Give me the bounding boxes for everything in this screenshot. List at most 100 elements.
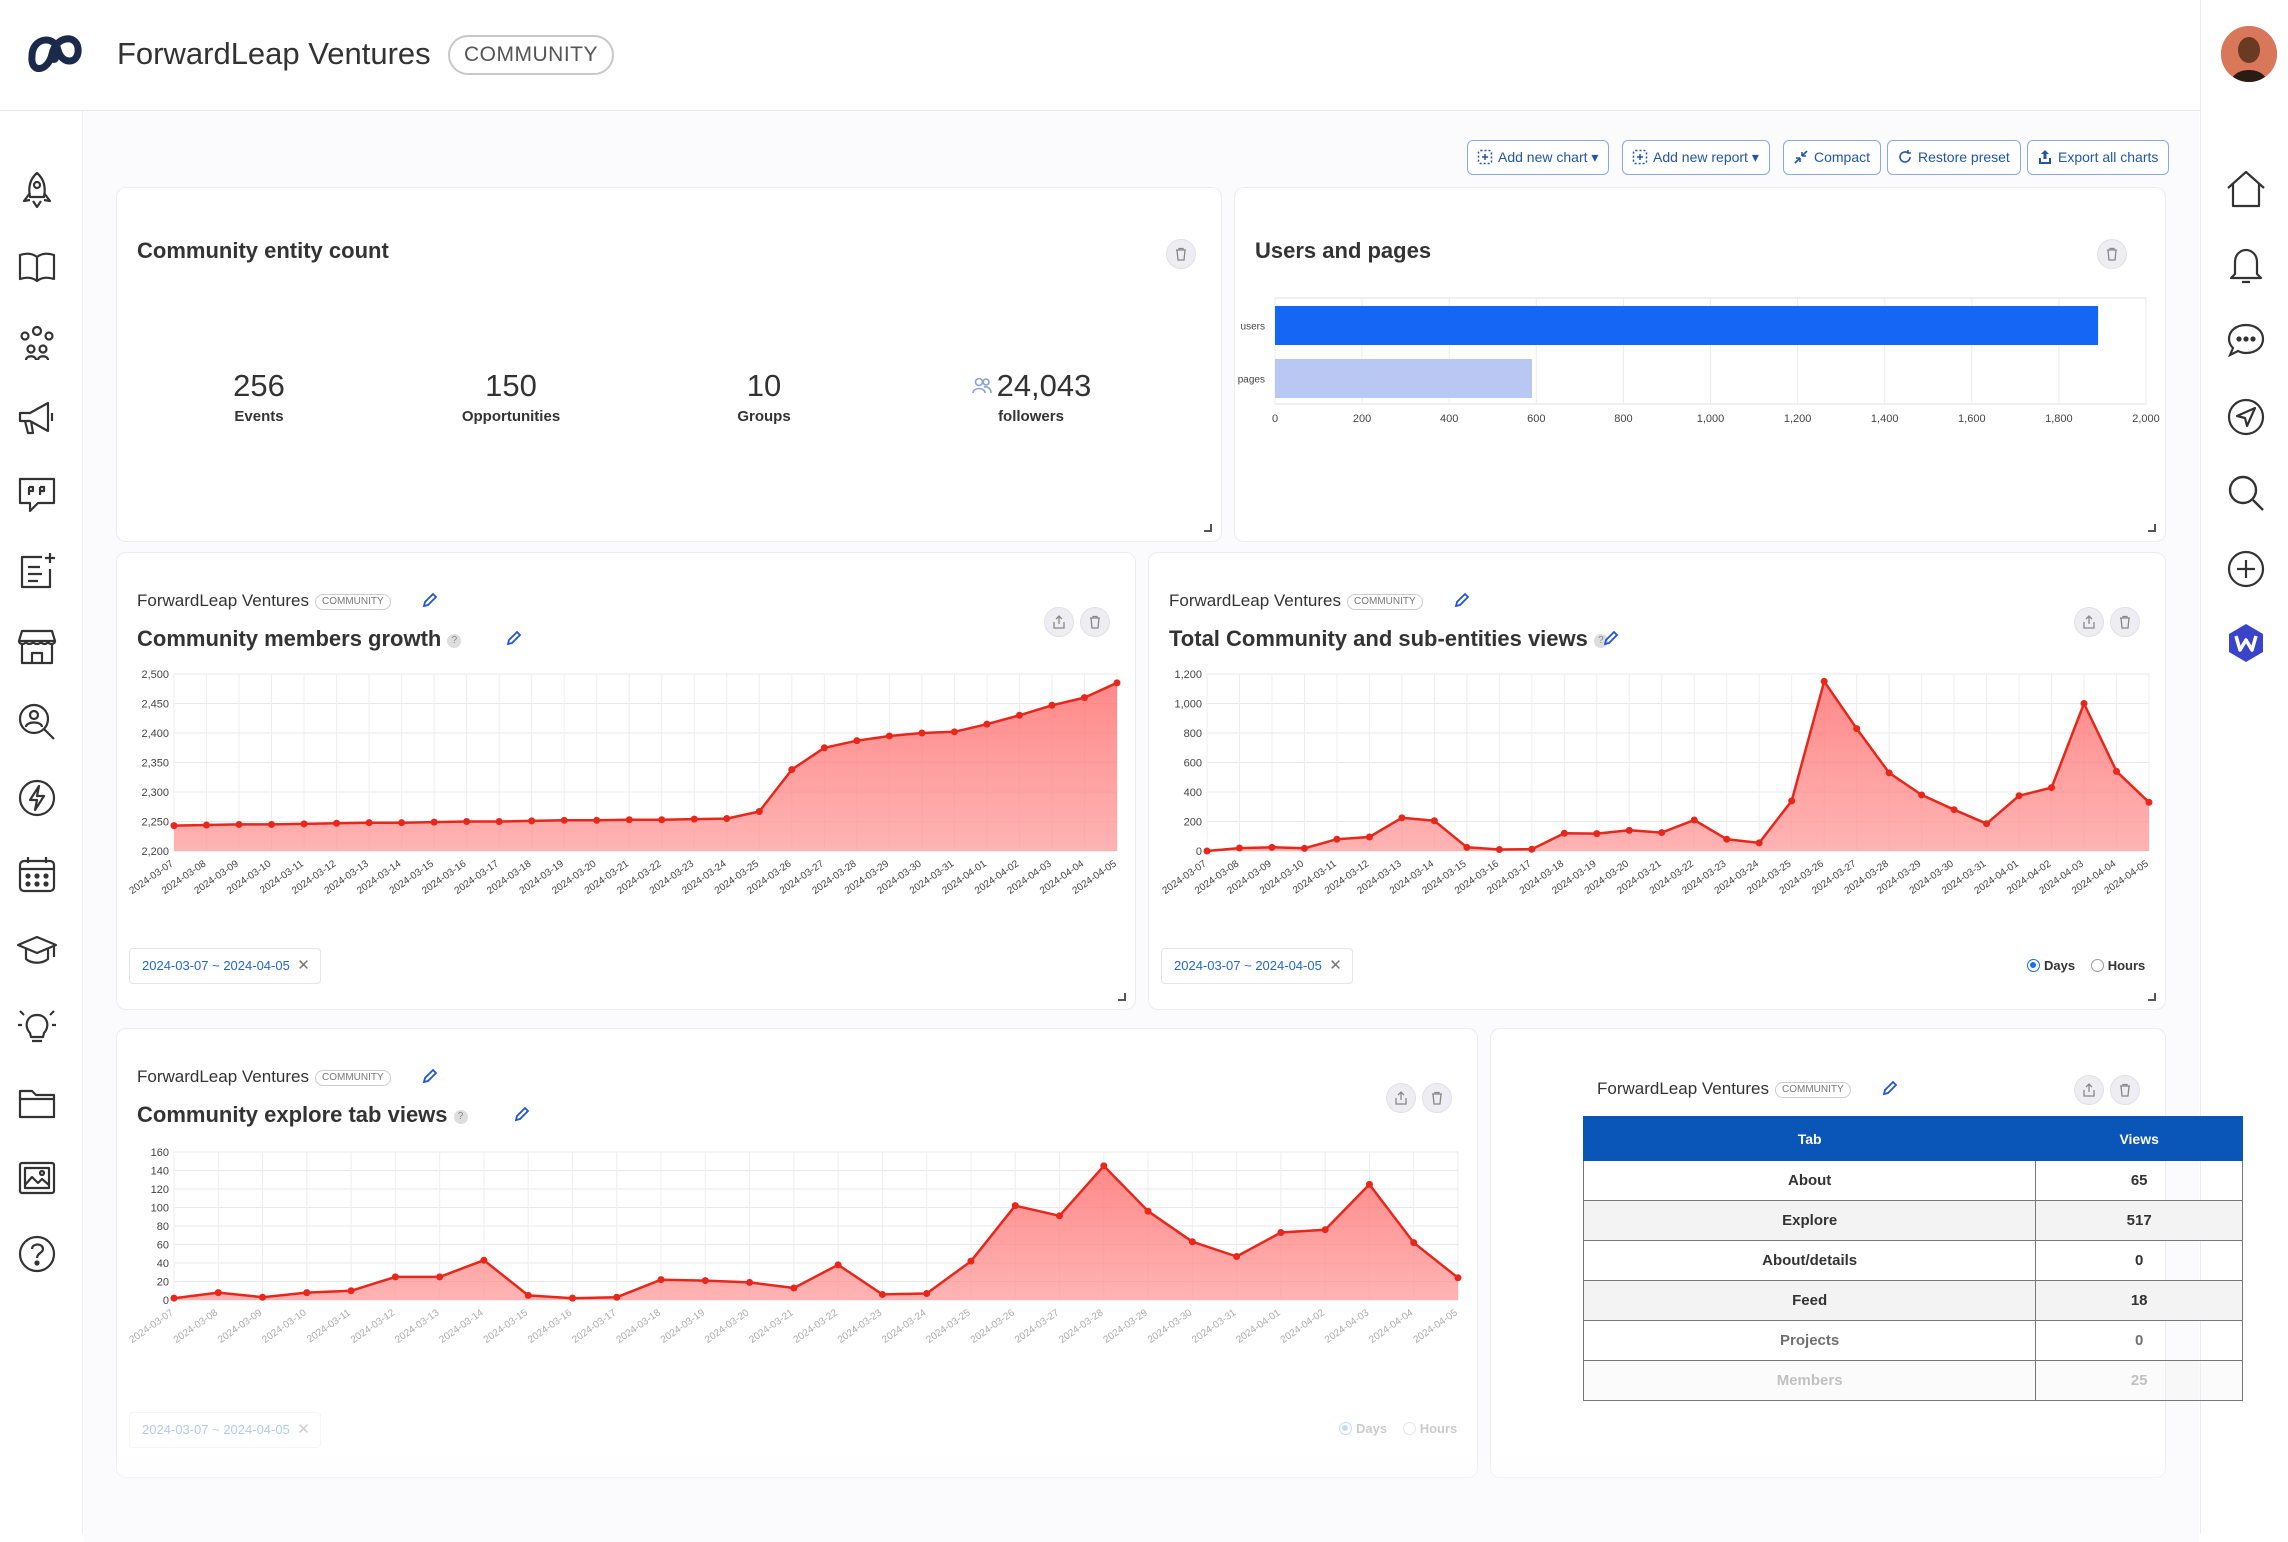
data-point[interactable] [568,1294,576,1302]
data-point[interactable] [365,819,373,827]
data-point[interactable] [1723,835,1731,843]
data-point[interactable] [1268,843,1276,851]
data-point[interactable] [690,815,698,823]
book-icon[interactable] [16,245,58,287]
org-name[interactable]: ForwardLeap Ventures [117,36,431,71]
radio-hours-indicator[interactable] [2090,959,2104,972]
data-point[interactable] [1593,830,1601,838]
data-point[interactable] [983,720,991,728]
user-avatar[interactable] [2221,26,2277,82]
data-point[interactable] [528,817,536,825]
data-point[interactable] [170,822,178,830]
clear-date-icon[interactable]: ✕ [1329,957,1342,974]
data-point[interactable] [524,1291,532,1299]
data-point[interactable] [755,807,763,815]
help-icon[interactable]: ? [447,634,462,648]
resize-handle[interactable] [2148,524,2156,532]
data-point[interactable] [1333,835,1341,843]
radio-days[interactable]: Days [1339,1421,1387,1436]
share-widget-button[interactable] [1044,607,1074,637]
data-point[interactable] [657,1276,665,1284]
data-point[interactable] [790,1284,798,1292]
data-point[interactable] [2145,798,2153,806]
people-icon[interactable] [16,321,58,363]
data-point[interactable] [1625,826,1633,834]
megaphone-icon[interactable] [16,397,58,439]
edit-org-pencil-icon[interactable] [421,591,439,609]
edit-org-pencil-icon[interactable] [1881,1079,1899,1097]
restore-preset-button[interactable]: Restore preset [1887,140,2021,175]
w-app-icon[interactable] [2225,622,2267,664]
data-point[interactable] [1300,844,1308,852]
data-point[interactable] [1495,846,1503,854]
data-point[interactable] [853,737,861,745]
data-point[interactable] [1113,679,1121,687]
send-icon[interactable] [2225,396,2267,438]
chat-icon[interactable] [2225,320,2267,362]
data-point[interactable] [1015,711,1023,719]
data-point[interactable] [398,819,406,827]
radio-hours-indicator[interactable] [1402,1422,1416,1435]
bell-icon[interactable] [2225,244,2267,286]
lightbulb-icon[interactable] [16,1005,58,1047]
data-point[interactable] [1658,829,1666,837]
data-point[interactable] [1918,791,1926,799]
radio-days[interactable]: Days [2027,958,2075,973]
data-point[interactable] [463,818,471,825]
data-point[interactable] [347,1287,355,1295]
folder-icon[interactable] [16,1081,58,1123]
bar-pages[interactable] [1275,359,1532,398]
graduation-cap-icon[interactable] [16,929,58,971]
data-point[interactable] [834,1261,842,1269]
data-point[interactable] [593,816,601,824]
data-point[interactable] [820,744,828,752]
help-icon[interactable]: ? [453,1110,468,1124]
data-point[interactable] [300,820,308,828]
data-point[interactable] [2048,784,2056,792]
add-new-report-button[interactable]: Add new report ▾ [1622,140,1770,175]
data-point[interactable] [625,816,633,824]
data-point[interactable] [430,818,438,826]
quote-icon[interactable] [16,473,58,515]
data-point[interactable] [1983,820,1991,828]
delete-widget-button[interactable] [2097,239,2127,269]
data-point[interactable] [918,729,926,737]
add-note-icon[interactable] [16,549,58,591]
data-point[interactable] [701,1277,709,1285]
data-point[interactable] [560,816,568,824]
column-header-tab[interactable]: Tab [1582,1116,2037,1161]
compact-button[interactable]: Compact [1783,140,1882,175]
data-point[interactable] [2113,767,2121,775]
data-point[interactable] [613,1293,621,1301]
resize-handle[interactable] [1204,524,1212,532]
data-point[interactable] [1560,829,1568,837]
radio-hours[interactable]: Hours [1402,1421,1457,1436]
data-point[interactable] [1203,847,1211,855]
data-point[interactable] [235,820,243,828]
search-icon[interactable] [2225,472,2267,514]
data-point[interactable] [333,819,341,827]
calendar-icon[interactable] [16,853,58,895]
data-point[interactable] [1235,844,1243,852]
data-point[interactable] [788,766,796,774]
data-point[interactable] [1321,1226,1329,1234]
data-point[interactable] [967,1257,975,1265]
data-point[interactable] [1853,725,1861,733]
rocket-icon[interactable] [16,169,58,211]
data-point[interactable] [480,1256,488,1264]
data-point[interactable] [1690,816,1698,824]
edit-org-pencil-icon[interactable] [421,1067,439,1085]
date-range-filter[interactable]: 2024-03-07 ~ 2024-04-05 ✕ [129,1412,321,1448]
home-icon[interactable] [2225,168,2267,210]
data-point[interactable] [268,820,276,828]
data-point[interactable] [203,821,211,829]
clear-date-icon[interactable]: ✕ [297,957,310,974]
data-point[interactable] [1528,845,1536,853]
data-point[interactable] [303,1289,311,1297]
share-widget-button[interactable] [1386,1083,1416,1113]
data-point[interactable] [1365,1180,1373,1188]
help-icon[interactable] [16,1233,58,1275]
data-point[interactable] [658,816,666,824]
edit-org-pencil-icon[interactable] [1453,591,1471,609]
data-point[interactable] [950,728,958,736]
